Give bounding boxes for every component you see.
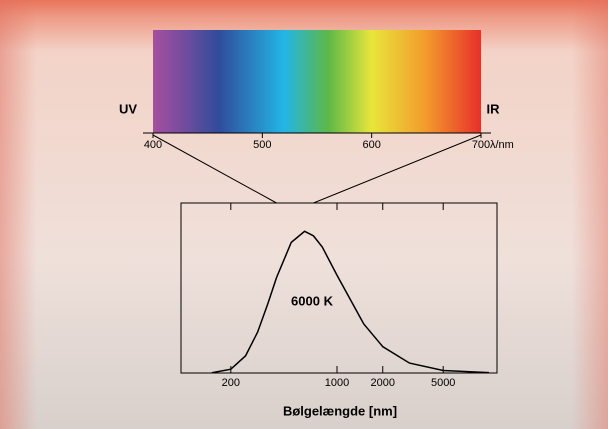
x-tick-label: 1000 bbox=[325, 377, 349, 389]
ir-label: IR bbox=[487, 101, 501, 116]
zoom-line bbox=[313, 134, 482, 204]
x-tick-label: 600 bbox=[362, 139, 380, 151]
spectrum-bar bbox=[153, 30, 481, 133]
curve-annotation: 6000 K bbox=[291, 293, 334, 308]
curve bbox=[211, 230, 489, 374]
x-tick-label: 5000 bbox=[431, 377, 455, 389]
x-tick-label: 400 bbox=[144, 139, 162, 151]
plot-frame bbox=[180, 202, 498, 374]
uv-label: UV bbox=[119, 101, 137, 116]
x-tick-label: 700 bbox=[472, 139, 490, 151]
x-tick-label: 2000 bbox=[371, 377, 395, 389]
zoom-line bbox=[152, 134, 277, 204]
x-tick-label: 200 bbox=[222, 377, 240, 389]
x-tick-label: 500 bbox=[253, 139, 271, 151]
spectrum-axis-label: λ/nm bbox=[490, 139, 514, 151]
x-axis-title: Bølgelængde [nm] bbox=[283, 403, 397, 418]
